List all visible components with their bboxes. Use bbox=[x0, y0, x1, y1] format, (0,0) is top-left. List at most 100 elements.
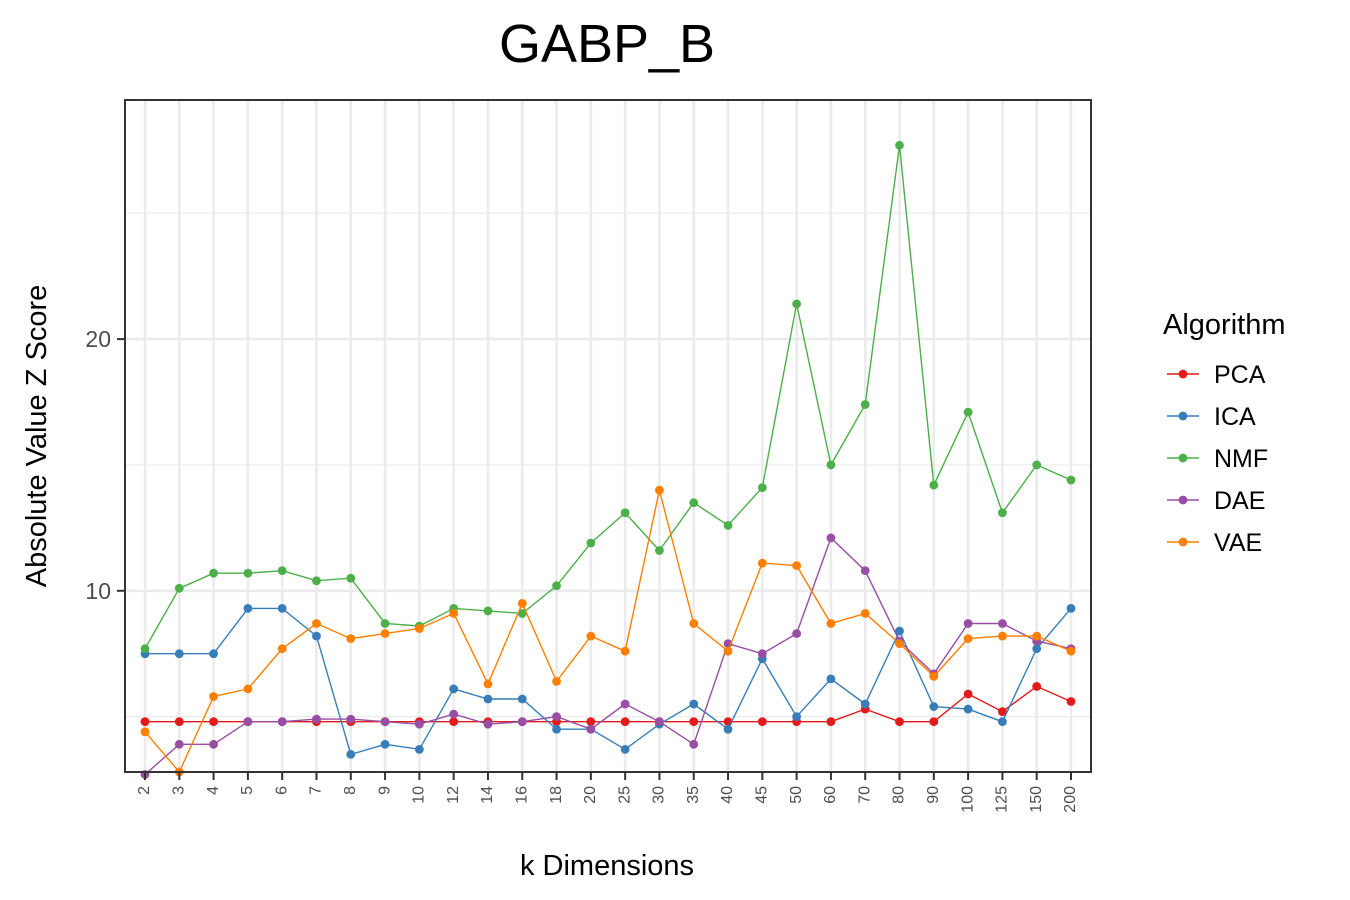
vae-point bbox=[1032, 631, 1042, 641]
series-lines bbox=[140, 140, 1076, 779]
vae-point bbox=[346, 634, 356, 644]
ica-point bbox=[1032, 644, 1042, 654]
pca-point bbox=[1066, 697, 1076, 706]
pca-point bbox=[174, 717, 184, 727]
dae-point bbox=[380, 717, 390, 727]
x-axis-title: k Dimensions bbox=[520, 850, 694, 882]
nmf-point bbox=[1032, 460, 1042, 470]
dae-point bbox=[689, 739, 699, 749]
nmf-point bbox=[380, 619, 390, 628]
legend-label: NMF bbox=[1214, 445, 1268, 473]
legend-item-nmf: NMF bbox=[1167, 445, 1268, 473]
ica-point bbox=[552, 724, 561, 734]
nmf-point bbox=[209, 568, 218, 578]
vae-point bbox=[689, 619, 699, 628]
dae-point bbox=[174, 739, 184, 749]
pca-point bbox=[586, 717, 596, 727]
legend: Algorithm PCA ICA NMF DAE VAE bbox=[1163, 309, 1286, 557]
dae-point bbox=[277, 717, 287, 727]
ica-point bbox=[689, 699, 699, 709]
legend-key-point bbox=[1178, 411, 1188, 421]
nmf-point bbox=[174, 583, 184, 593]
x-tick-label: 7 bbox=[308, 786, 325, 795]
vae-point bbox=[209, 692, 218, 701]
ica-point bbox=[209, 649, 218, 659]
x-tick-label: 9 bbox=[376, 786, 393, 795]
dae-point bbox=[243, 717, 253, 727]
x-tick-label: 150 bbox=[1028, 786, 1045, 813]
nmf-point bbox=[277, 566, 287, 576]
vae-point bbox=[757, 558, 767, 568]
pca-line bbox=[145, 685, 1072, 723]
vae-point bbox=[998, 631, 1007, 641]
nmf-point bbox=[792, 299, 802, 309]
pca-point bbox=[620, 717, 630, 727]
vae-point bbox=[552, 676, 561, 686]
nmf-point bbox=[998, 508, 1007, 518]
x-tick-label: 25 bbox=[616, 786, 633, 804]
x-tick-label: 60 bbox=[822, 786, 839, 804]
y-axis-title: Absolute Value Z Score bbox=[21, 285, 53, 588]
dae-point bbox=[517, 717, 527, 727]
ica-point bbox=[620, 744, 630, 754]
vae-point bbox=[895, 639, 904, 649]
nmf-point bbox=[586, 538, 596, 548]
nmf-point bbox=[552, 581, 561, 591]
dae-point bbox=[757, 649, 767, 659]
x-tick-label: 90 bbox=[925, 786, 942, 804]
nmf-point bbox=[517, 609, 527, 618]
dae-point bbox=[346, 714, 356, 724]
legend-item-vae: VAE bbox=[1167, 529, 1262, 557]
dae-point bbox=[209, 739, 218, 749]
nmf-point bbox=[723, 520, 733, 530]
ica-point bbox=[1066, 604, 1076, 613]
nmf-point bbox=[895, 140, 904, 150]
legend-label: VAE bbox=[1214, 529, 1262, 557]
ica-point bbox=[792, 712, 802, 722]
nmf-point bbox=[963, 407, 973, 417]
x-tick-label: 50 bbox=[788, 786, 805, 804]
dae-point bbox=[792, 629, 802, 638]
x-tick-label: 18 bbox=[548, 786, 565, 804]
nmf-point bbox=[1066, 475, 1076, 485]
nmf-point bbox=[312, 576, 321, 586]
series-nmf bbox=[140, 140, 1076, 654]
ica-point bbox=[895, 626, 904, 636]
nmf-point bbox=[140, 644, 150, 654]
vae-point bbox=[860, 609, 870, 618]
legend-item-pca: PCA bbox=[1167, 361, 1266, 389]
dae-point bbox=[586, 724, 596, 734]
vae-point bbox=[826, 619, 836, 628]
nmf-point bbox=[860, 400, 870, 409]
x-tick-label: 30 bbox=[651, 786, 668, 804]
pca-point bbox=[963, 689, 973, 699]
plot-panel-border bbox=[124, 99, 1092, 773]
x-tick-label: 35 bbox=[685, 786, 702, 804]
series-vae bbox=[140, 485, 1076, 777]
nmf-point bbox=[243, 568, 253, 578]
vae-point bbox=[140, 727, 150, 737]
pca-point bbox=[826, 717, 836, 727]
dae-point bbox=[483, 719, 493, 729]
nmf-line bbox=[144, 145, 1072, 650]
pca-point bbox=[895, 717, 904, 727]
x-tick-label: 6 bbox=[273, 786, 290, 795]
vae-point bbox=[380, 629, 390, 638]
vae-point bbox=[586, 631, 596, 641]
dae-point bbox=[998, 619, 1007, 628]
dae-point bbox=[620, 699, 630, 709]
pca-point bbox=[209, 717, 218, 727]
pca-point bbox=[757, 717, 767, 727]
ica-point bbox=[963, 704, 973, 714]
nmf-point bbox=[655, 546, 664, 555]
dae-line bbox=[144, 536, 1072, 776]
ica-point bbox=[860, 699, 870, 709]
vae-point bbox=[414, 624, 424, 633]
x-tick-label: 5 bbox=[239, 786, 256, 795]
series-ica bbox=[140, 604, 1076, 759]
legend-title: Algorithm bbox=[1163, 309, 1286, 341]
ica-point bbox=[380, 739, 390, 749]
gridlines bbox=[125, 100, 1091, 772]
